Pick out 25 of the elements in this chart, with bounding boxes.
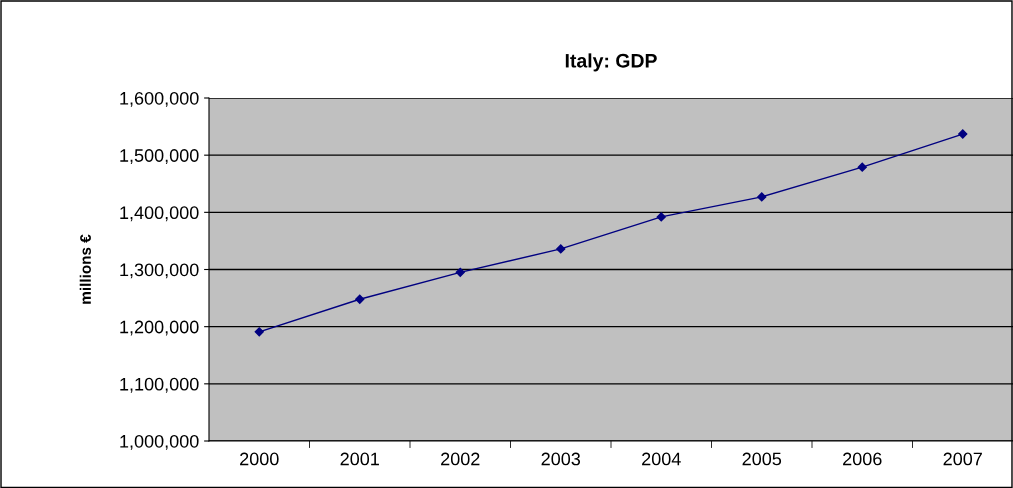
x-tick-label: 2003 [541, 452, 581, 466]
point [857, 162, 867, 172]
y-tick-label: 1,000,000 [120, 434, 199, 450]
point [455, 267, 465, 277]
x-tick-label: 2007 [943, 452, 982, 466]
y-axis-title: millions € [79, 234, 91, 304]
x-tick-label: 2002 [441, 452, 480, 466]
chart-title: Italy: GDP [565, 53, 657, 72]
x-tick-label: 2001 [340, 452, 379, 466]
point [254, 327, 264, 337]
point [556, 244, 566, 254]
point [656, 212, 666, 222]
point [757, 192, 767, 202]
point [355, 294, 365, 304]
x-tick-label: 2005 [742, 452, 782, 466]
x-tick-label: 2006 [843, 452, 882, 466]
y-tick-label: 1,500,000 [120, 149, 199, 165]
y-tick-label: 1,600,000 [120, 91, 199, 107]
y-tick-label: 1,100,000 [120, 377, 199, 393]
x-tick-label: 2000 [240, 452, 279, 466]
point [958, 129, 968, 139]
x-tick-label: 2004 [642, 452, 681, 466]
y-tick-label: 1,300,000 [120, 263, 199, 279]
y-tick-label: 1,400,000 [120, 206, 199, 222]
y-tick-label: 1,200,000 [120, 320, 199, 336]
